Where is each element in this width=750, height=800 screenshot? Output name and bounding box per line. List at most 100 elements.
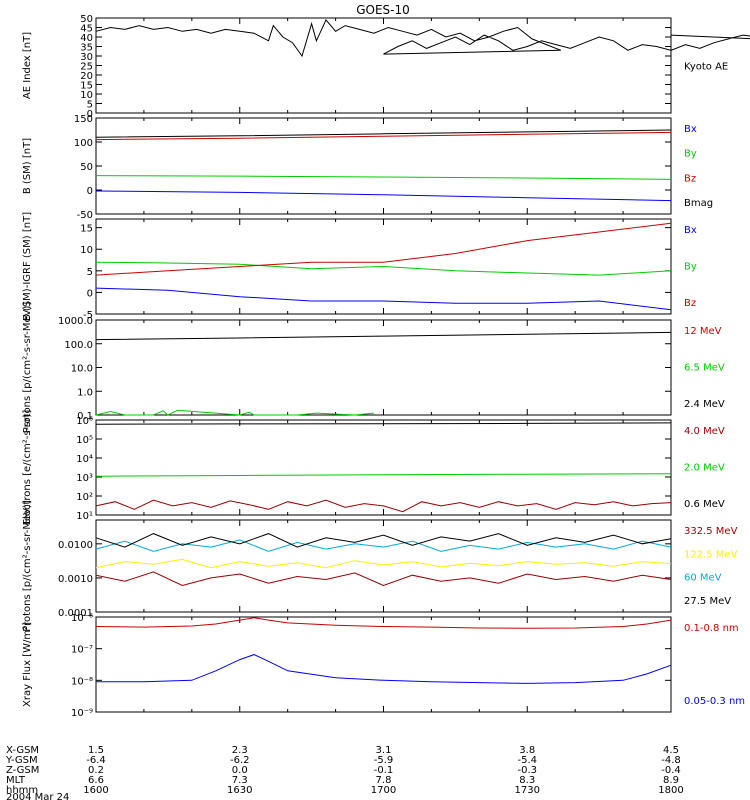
y-tick-label: 10¹: [76, 511, 93, 522]
y-tick-label: 10⁻⁹: [71, 708, 93, 719]
legend-entry: 2.0 MeV: [684, 463, 725, 474]
y-tick-label: 5: [87, 267, 93, 278]
y-axis-label: Protons [p/(cm²-s-sr-MeV)]: [22, 500, 33, 632]
footer-row-label: X-GSM: [6, 745, 39, 756]
footer-value: 3.8: [519, 745, 535, 756]
panel-6: 0.0001 0.0010 0.0100 Protons [p/(cm²-s-sr-M…: [22, 500, 738, 632]
panel-frame: [95, 616, 672, 713]
y-tick-label: 25: [80, 62, 93, 73]
footer-row-label: Z-GSM: [6, 765, 39, 776]
y-tick-label: 1.0: [77, 387, 93, 398]
legend-entry: 4.0 MeV: [684, 426, 725, 437]
legend-entry: By: [684, 149, 697, 160]
legend-entry: Kyoto AE: [684, 62, 728, 73]
footer-value: -5.9: [374, 755, 394, 766]
y-tick-label: 15: [80, 224, 93, 235]
legend-entry: 122.5 MeV: [684, 549, 738, 560]
footer-value: 0.0: [232, 765, 248, 776]
y-tick-label: 30: [80, 52, 93, 63]
footer-value: -0.3: [517, 765, 537, 776]
y-tick-label: -50: [77, 210, 93, 221]
y-tick-label: 10³: [76, 473, 93, 484]
series-line: [95, 539, 672, 552]
y-axis-label: Electrons [e/(cm²-s-sr)]: [22, 410, 33, 526]
series-line: [95, 131, 672, 141]
figure-title: GOES-10: [356, 3, 410, 17]
y-tick-label: 10⁻⁶: [71, 613, 93, 624]
footer-value: 1630: [227, 785, 252, 796]
series-line: [95, 287, 672, 311]
y-tick-label: 0.0100: [58, 540, 93, 551]
y-tick-label: 10⁻⁸: [71, 676, 93, 687]
y-tick-label: 10⁴: [76, 454, 93, 465]
footer-value: -0.1: [374, 765, 394, 776]
series-line: [95, 409, 374, 416]
y-tick-label: 0.0010: [58, 574, 93, 585]
legend-entry: By: [684, 262, 697, 273]
footer-value: -5.4: [517, 755, 537, 766]
footer-row-label: MLT: [6, 775, 26, 786]
footer-value: 1730: [515, 785, 540, 796]
y-tick-label: 10⁶: [76, 416, 93, 427]
y-tick-label: 100: [74, 138, 93, 149]
footer-value: -0.4: [661, 765, 681, 776]
footer-value: 6.6: [88, 775, 104, 786]
series-line: [95, 190, 672, 202]
series-line: [95, 571, 672, 587]
y-tick-label: 10.0: [71, 364, 93, 375]
y-tick-label: 0: [87, 109, 93, 120]
legend-entry: 60 MeV: [684, 573, 722, 584]
y-tick-label: 1000.0: [58, 316, 93, 327]
footer-row-label: hhmm: [6, 785, 38, 796]
legend-entry: 332.5 MeV: [684, 526, 738, 537]
footer-value: -6.2: [230, 755, 250, 766]
series-line: [95, 261, 672, 276]
y-tick-label: 50: [80, 162, 93, 173]
legend-entry: Bz: [684, 173, 696, 184]
footer-value: 0.2: [88, 765, 104, 776]
y-tick-label: 150: [74, 114, 93, 125]
footer-value: 8.9: [663, 775, 679, 786]
series-line: [95, 558, 672, 569]
legend-entry: 0.05-0.3 nm: [684, 696, 745, 707]
legend-entry: Bx: [684, 124, 697, 135]
legend-entry: Bz: [684, 298, 696, 309]
y-tick-label: 100.0: [64, 340, 93, 351]
footer-value: 1800: [658, 785, 683, 796]
legend-entry: Bmag: [684, 198, 713, 209]
panel-7: 10⁻⁹ 10⁻⁸ 10⁻⁷ 10⁻⁶ Xray Flux [W/m²] 0.1-0.8 …: [22, 613, 745, 719]
y-tick-label: -5: [83, 310, 93, 321]
footer-value: 1600: [83, 785, 108, 796]
legend-entry: 12 MeV: [684, 326, 722, 337]
footer-value: 1.5: [88, 745, 104, 756]
series-line: [95, 175, 672, 180]
series-line: [95, 18, 750, 58]
footer-value: 7.8: [376, 775, 392, 786]
footer-value: 7.3: [232, 775, 248, 786]
legend-entry: 0.1-0.8 nm: [684, 623, 739, 634]
y-tick-label: 0: [87, 186, 93, 197]
panel-frame: [95, 519, 672, 613]
footer-value: 3.1: [376, 745, 392, 756]
y-tick-label: 50: [80, 14, 93, 25]
y-tick-label: 0.1: [77, 411, 93, 422]
y-tick-label: 0.0001: [58, 608, 93, 619]
legend-entry: Bx: [684, 225, 697, 236]
series-line: [95, 129, 672, 138]
footer-value: 4.5: [663, 745, 679, 756]
y-axis-label: B (SM)-IGRF (SM) [nT]: [22, 212, 33, 321]
panel-5: 10¹ 10² 10³ 10⁴ 10⁵ 10⁶ Electrons [e/(cm²-s-sr…: [22, 410, 725, 526]
y-axis-label: Protons [p/(cm²-s-sr-MeV)]: [22, 302, 33, 434]
legend-entry: 0.6 MeV: [684, 499, 725, 510]
series-line: [95, 499, 672, 513]
panel-frame: [95, 17, 672, 114]
footer-value: -6.4: [86, 755, 106, 766]
legend-entry: 2.4 MeV: [684, 399, 725, 410]
footer-value: -4.8: [661, 755, 681, 766]
series-line: [95, 422, 672, 425]
y-axis-label: B (SM) [nT]: [22, 138, 33, 194]
